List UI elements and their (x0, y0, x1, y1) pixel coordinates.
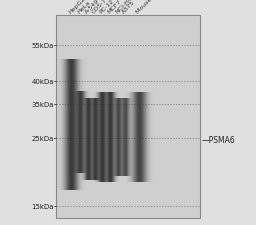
Text: HeLa: HeLa (76, 0, 91, 15)
Text: A375: A375 (121, 0, 136, 15)
Text: Mouse skeletal muscle: Mouse skeletal muscle (135, 0, 189, 15)
Text: 15kDa: 15kDa (31, 203, 54, 209)
Text: NCI-H460: NCI-H460 (114, 0, 139, 15)
Text: A-549: A-549 (84, 0, 100, 15)
Text: COS-7: COS-7 (91, 0, 109, 15)
Text: PC-12: PC-12 (99, 0, 115, 15)
Text: 35kDa: 35kDa (31, 102, 54, 108)
Text: 40kDa: 40kDa (31, 79, 54, 85)
Text: 25kDa: 25kDa (31, 135, 54, 141)
Text: MCF7: MCF7 (106, 0, 122, 15)
Text: —PSMA6: —PSMA6 (202, 136, 236, 145)
Bar (56, 16, 200, 218)
Text: 55kDa: 55kDa (31, 43, 54, 49)
Text: HepG2: HepG2 (68, 0, 87, 15)
